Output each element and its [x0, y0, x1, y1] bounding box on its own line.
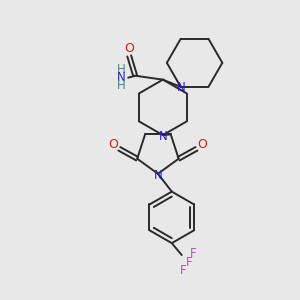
Text: N: N: [154, 169, 162, 182]
Text: H: H: [117, 63, 126, 76]
Text: H: H: [117, 79, 126, 92]
Text: N: N: [117, 71, 126, 84]
Text: F: F: [180, 264, 187, 278]
Text: N: N: [158, 130, 167, 142]
Text: O: O: [109, 138, 118, 151]
Text: F: F: [186, 256, 193, 269]
Text: N: N: [177, 81, 186, 94]
Text: F: F: [190, 247, 197, 260]
Text: O: O: [197, 138, 207, 151]
Text: O: O: [124, 42, 134, 56]
